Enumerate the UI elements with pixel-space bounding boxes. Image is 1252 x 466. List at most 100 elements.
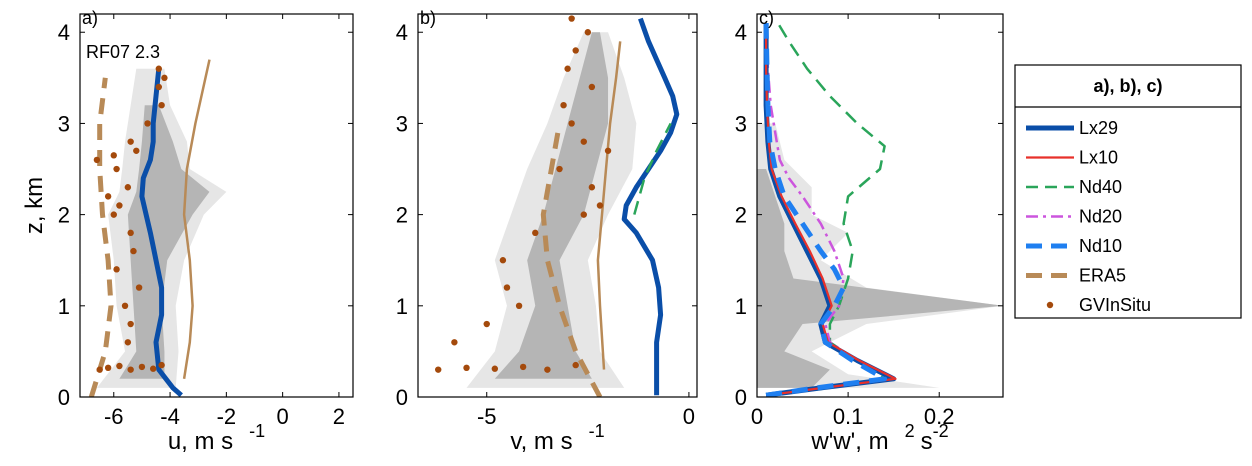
legend-entry-lx29: Lx29 <box>1026 118 1118 138</box>
legend-entry-gvinsitu: GVInSitu <box>1046 295 1151 315</box>
legend-entry-gvinsitu-label: GVInSitu <box>1079 295 1151 315</box>
panel-a-plot-area <box>88 59 227 397</box>
panel-a-series-gvinsitu-point <box>124 339 132 346</box>
panel-c-xtick-label: 0 <box>751 404 763 429</box>
panel-b: -5 0 0 1 2 3 4 b) v, m s -1 <box>396 8 698 455</box>
panel-b-series-gvinsitu-point <box>503 284 511 291</box>
panel-c-xlabel-text: w'w', m <box>810 428 888 455</box>
panel-a-ytick-label: 3 <box>58 111 70 136</box>
legend-entry-nd40-label: Nd40 <box>1079 177 1122 197</box>
panel-c-ytick-label: 2 <box>735 203 747 228</box>
panel-b-series-lx29 <box>621 17 680 396</box>
panel-a-ytick-label: 0 <box>58 385 70 410</box>
panel-b-series-gvinsitu-point <box>568 15 575 22</box>
panel-a-xlabel: u, m s -1 <box>168 421 265 455</box>
panel-b-ytick-label: 3 <box>396 111 408 136</box>
panel-a-ylabel: z, km <box>21 177 48 234</box>
legend-entries: Lx29 Lx10 Nd40 Nd20 Nd10 ERA5 GVInSitu <box>1026 118 1151 315</box>
panel-a-series-gvinsitu-point <box>104 193 112 200</box>
panel-c-axes-box <box>756 13 1004 398</box>
panel-a-ytick-label: 1 <box>58 294 70 319</box>
panel-c-ytick-label: 3 <box>735 111 747 136</box>
panel-a-series-era5-solid <box>182 59 211 379</box>
panel-b-series-gvinsitu-point <box>560 101 567 109</box>
panel-a-series-gvinsitu-point <box>155 65 163 72</box>
panel-b-series-gvinsitu-point <box>499 257 507 264</box>
panel-a-series-gvinsitu-point <box>127 138 134 145</box>
panel-b-series-gvinsitu-point <box>544 366 551 373</box>
panel-a-series-gvinsitu-point <box>121 302 129 310</box>
legend-entry-lx29-label: Lx29 <box>1079 118 1118 138</box>
panel-a-series-gvinsitu-point <box>130 247 137 255</box>
panel-b-series-gvinsitu-point <box>556 165 563 173</box>
panel-b-series-gvinsitu-point <box>519 363 527 371</box>
legend-entry-era5-label: ERA5 <box>1079 266 1126 286</box>
panel-c-xlabel-sup2: -2 <box>933 421 949 441</box>
legend-entry-lx10: Lx10 <box>1026 148 1118 168</box>
panel-b-series-gvinsitu-point <box>584 29 592 36</box>
panel-a: -6 -4 -2 0 2 0 1 2 3 4 a) RF07 2.3 u, m s -1 z, km <box>21 8 354 455</box>
panel-b-axes-box <box>417 13 698 398</box>
panel-b-series-gvinsitu-point <box>568 120 575 127</box>
panel-a-ytick-label: 4 <box>58 20 70 45</box>
panel-a-xtick-label: -2 <box>217 404 237 429</box>
panel-a-xlabel-text: u, m s <box>168 428 233 455</box>
panel-b-series-gvinsitu-point <box>483 320 490 328</box>
panel-a-series-gvinsitu-point <box>104 364 112 372</box>
panel-c-xlabel-mid: s <box>921 428 933 455</box>
panel-a-axes-box <box>79 13 354 398</box>
legend: a), b), c) Lx29 Lx10 Nd40 Nd20 Nd10 ERA5 GVInS… <box>1014 64 1242 319</box>
legend-entry-nd10: Nd10 <box>1026 236 1122 256</box>
panel-b-series-gvinsitu-point <box>572 47 579 54</box>
panel-b-ytick-label: 1 <box>396 294 408 319</box>
panel-b-series-gvinsitu-point <box>451 339 458 346</box>
panel-a-series-gvinsitu-point <box>110 211 117 218</box>
panel-a-series-gvinsitu-point <box>116 202 123 209</box>
panel-b-series-gvinsitu-point <box>532 229 539 237</box>
panel-c-xtick-label: 0.1 <box>833 404 864 429</box>
panel-c-xlabel-sup1: 2 <box>905 421 915 441</box>
panel-a-series-gvinsitu-point <box>116 362 123 370</box>
panel-c-spread-inner <box>757 169 1003 388</box>
panel-c-series-nd10 <box>763 23 888 397</box>
panel-b-series-gvinsitu-point <box>435 366 442 373</box>
panel-a-series-gvinsitu-point <box>158 361 165 369</box>
panel-a-series-gvinsitu-point <box>138 363 146 371</box>
panel-b-series-gvinsitu-point <box>463 364 470 372</box>
panel-a-series-gvinsitu-point <box>144 120 151 127</box>
panel-b-series-gvinsitu-point <box>491 365 499 372</box>
panel-a-series-gvinsitu-point <box>110 152 117 159</box>
panel-c-series-nd40 <box>765 17 886 397</box>
panel-c-ytick-label: 1 <box>735 294 747 319</box>
panel-a-xlabel-sup: -1 <box>249 421 265 441</box>
panel-b-xlabel: v, m s -1 <box>510 421 604 455</box>
panel-a-series-gvinsitu-point <box>135 284 143 291</box>
panel-b-xtick-label: 0 <box>683 404 695 429</box>
panel-a-ytick-label: 2 <box>58 203 70 228</box>
panel-a-series-gvinsitu-point <box>127 366 134 373</box>
legend-entry-era5: ERA5 <box>1026 266 1126 286</box>
panel-b-ytick-label: 4 <box>396 20 408 45</box>
panel-a-xtick-label: 0 <box>277 404 289 429</box>
legend-entry-nd20-label: Nd20 <box>1079 207 1122 227</box>
panel-a-series-gvinsitu-point <box>149 365 157 372</box>
panel-b-ytick-label: 2 <box>396 203 408 228</box>
panel-a-series-gvinsitu-point <box>127 320 134 328</box>
panel-a-xtick-label: -4 <box>160 404 180 429</box>
panel-a-series-gvinsitu <box>93 65 168 373</box>
panel-b-series-gvinsitu-point <box>580 138 587 145</box>
panel-b-series-era5 <box>540 122 603 397</box>
legend-entry-nd20: Nd20 <box>1026 207 1122 227</box>
panel-c-label: c) <box>759 8 774 28</box>
legend-entry-gvinsitu-marker <box>1046 301 1054 309</box>
legend-box <box>1014 64 1242 319</box>
panel-b-xlabel-sup: -1 <box>589 421 605 441</box>
panel-b-label: b) <box>420 8 436 28</box>
panel-a-series-gvinsitu-point <box>93 156 101 164</box>
panel-a-xtick-label: -6 <box>104 404 124 429</box>
panel-b-ytick-label: 0 <box>396 385 408 410</box>
panel-b-series-gvinsitu-point <box>580 211 587 218</box>
panel-a-series-gvinsitu-point <box>124 184 132 191</box>
